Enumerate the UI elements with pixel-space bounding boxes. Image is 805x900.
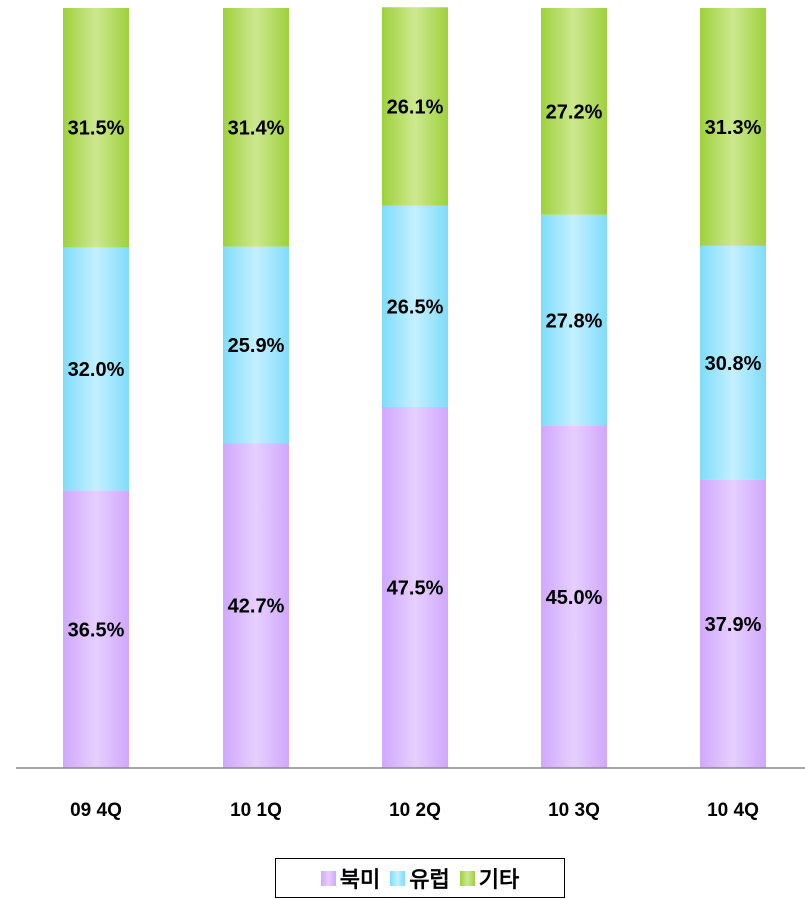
data-label-3-0: 45.0% — [546, 587, 603, 609]
data-label-4-1: 30.8% — [705, 353, 762, 375]
legend-label-2: 기타 — [478, 868, 520, 893]
bar-segment-0-2 — [63, 8, 129, 248]
bar-segment-0-1 — [63, 247, 129, 491]
legend-label-0: 북미 — [339, 868, 381, 893]
data-label-2-1: 26.5% — [387, 296, 444, 318]
data-label-0-2: 31.5% — [68, 118, 125, 140]
x-tick-label-3: 10 3Q — [548, 800, 600, 821]
legend-swatch-2 — [459, 870, 475, 886]
data-label-0-1: 32.0% — [68, 359, 125, 381]
legend: 북미 유럽 기타 — [275, 858, 565, 898]
bar-segment-0-0 — [63, 490, 129, 768]
bar-segment-4-1 — [700, 245, 766, 480]
data-label-0-0: 36.5% — [68, 619, 125, 641]
bar-segment-3-2 — [541, 8, 607, 215]
x-tick-label-4: 10 4Q — [707, 800, 759, 821]
data-label-3-2: 27.2% — [546, 101, 603, 123]
data-label-2-2: 26.1% — [387, 96, 444, 118]
data-label-2-0: 47.5% — [387, 578, 444, 600]
data-label-1-0: 42.7% — [228, 596, 285, 618]
bar-segment-4-2 — [700, 8, 766, 246]
bar-segment-2-0 — [382, 407, 448, 768]
legend-item-1: 유럽 — [390, 862, 450, 894]
legend-swatch-1 — [390, 870, 406, 886]
data-label-3-1: 27.8% — [546, 310, 603, 332]
x-tick-labels: 09 4Q 10 1Q 10 2Q 10 3Q 10 4Q — [70, 800, 759, 821]
legend-item-2: 기타 — [459, 862, 520, 894]
bars-group: 36.5% 32.0% 31.5% 42.7% 25.9% 31.4% 47.5% 26.5%… — [63, 7, 766, 768]
bar-segment-3-0 — [541, 426, 607, 768]
bar-segment-4-0 — [700, 479, 766, 768]
x-tick-label-0: 09 4Q — [70, 800, 122, 821]
bar-segment-2-2 — [382, 7, 448, 206]
x-tick-label-2: 10 2Q — [389, 800, 441, 821]
bar-segment-3-1 — [541, 214, 607, 426]
data-label-1-1: 25.9% — [228, 335, 285, 357]
data-label-4-2: 31.3% — [705, 117, 762, 139]
x-tick-label-1: 10 1Q — [230, 800, 282, 821]
data-label-1-2: 31.4% — [228, 117, 285, 139]
bar-segment-1-2 — [223, 8, 289, 247]
bar-segment-1-0 — [223, 443, 289, 768]
legend-swatch-0 — [320, 870, 336, 886]
bar-segment-2-1 — [382, 205, 448, 407]
bar-segment-1-1 — [223, 246, 289, 444]
stacked-bar-chart: 36.5% 32.0% 31.5% 42.7% 25.9% 31.4% 47.5% 26.5%… — [16, 7, 805, 821]
legend-item-0: 북미 — [320, 862, 381, 894]
legend-label-1: 유럽 — [409, 868, 450, 893]
data-label-4-0: 37.9% — [705, 614, 762, 636]
